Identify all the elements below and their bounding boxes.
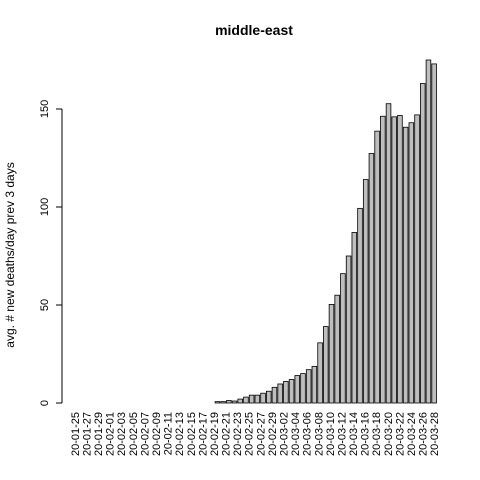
y-axis: 0 50 100 150 — [39, 100, 63, 406]
x-tick-label: 20-01-27 — [81, 412, 93, 456]
bars-group — [214, 59, 437, 404]
x-tick-label: 20-02-07 — [139, 412, 151, 456]
bar-20-03-18 — [374, 130, 380, 404]
x-tick-label: 20-03-08 — [313, 412, 325, 456]
x-tick-label: 20-02-15 — [186, 412, 198, 456]
bar-20-03-09 — [323, 326, 329, 404]
x-tick-label: 20-03-12 — [336, 412, 348, 456]
bar-20-03-01 — [277, 383, 283, 404]
x-tick-label: 20-03-20 — [383, 412, 395, 456]
bar-20-02-24 — [243, 396, 249, 404]
x-tick-label: 20-02-11 — [163, 412, 175, 455]
bar-20-03-02 — [283, 381, 289, 404]
bar-20-02-27 — [260, 392, 266, 404]
x-tick-label: 20-03-28 — [429, 412, 441, 456]
x-tick-label: 20-03-04 — [290, 412, 302, 456]
bar-20-03-06 — [305, 369, 312, 404]
x-tick-label: 20-02-03 — [116, 412, 128, 456]
bar-20-02-23 — [237, 398, 243, 404]
bar-20-03-28 — [431, 63, 437, 404]
x-tick-label: 20-02-09 — [151, 412, 163, 456]
x-tick-label: 20-03-24 — [406, 412, 418, 456]
bar-20-03-19 — [380, 115, 386, 404]
x-tick-label: 20-03-14 — [348, 412, 360, 456]
x-tick-label: 20-02-05 — [128, 412, 140, 456]
bar-20-03-23 — [402, 126, 409, 404]
y-tick-label: 50 — [39, 299, 51, 311]
y-axis-label: avg. # new deaths/day prev 3 days — [3, 162, 17, 347]
bar-20-02-28 — [266, 390, 272, 404]
x-tick-label: 20-02-19 — [209, 412, 221, 456]
bar-20-03-20 — [385, 103, 392, 404]
y-tick-label: 0 — [39, 400, 51, 406]
x-tick-label: 20-02-13 — [174, 412, 186, 456]
x-tick-label: 20-01-29 — [93, 412, 105, 456]
x-tick-label: 20-03-06 — [302, 412, 314, 456]
bar-20-02-26 — [254, 394, 261, 404]
bar-20-03-22 — [397, 115, 403, 404]
x-tick-label: 20-02-23 — [232, 412, 244, 456]
y-tick-label: 150 — [39, 100, 51, 118]
x-tick-label: 20-03-16 — [360, 412, 372, 456]
bar-20-03-12 — [340, 273, 346, 404]
bar-20-03-03 — [288, 379, 295, 404]
bar-20-02-22 — [231, 400, 238, 404]
x-axis: 20-01-25 20-01-27 20-01-29 20-02-01 20-02-03… — [70, 412, 441, 456]
bar-20-02-21 — [226, 400, 232, 404]
bar-20-02-20 — [220, 401, 226, 404]
bar-20-03-26 — [419, 83, 426, 404]
x-tick-label: 20-03-22 — [394, 412, 406, 456]
bar-20-03-16 — [362, 179, 369, 404]
chart-title: middle-east — [215, 22, 293, 38]
x-tick-label: 20-03-26 — [418, 412, 430, 456]
x-tick-label: 20-01-25 — [70, 412, 82, 456]
bar-20-03-17 — [368, 153, 375, 404]
bar-20-03-27 — [425, 59, 432, 404]
bar-20-03-07 — [311, 365, 318, 404]
bar-20-03-14 — [351, 232, 358, 404]
bar-20-02-29 — [271, 386, 278, 404]
bar-20-02-19 — [214, 401, 221, 404]
x-tick-label: 20-02-01 — [105, 412, 117, 456]
bar-20-02-25 — [248, 394, 255, 404]
bar-20-03-10 — [328, 304, 335, 404]
x-tick-label: 20-03-18 — [371, 412, 383, 456]
x-tick-label: 20-02-21 — [221, 412, 233, 456]
x-tick-label: 20-03-10 — [325, 412, 337, 456]
bar-20-03-08 — [317, 342, 323, 404]
x-tick-label: 20-02-25 — [244, 412, 256, 456]
bar-20-03-13 — [345, 255, 352, 404]
x-tick-label: 20-03-02 — [278, 412, 290, 456]
bar-20-03-05 — [300, 373, 306, 404]
x-tick-label: 20-02-17 — [197, 412, 209, 456]
bar-20-03-11 — [334, 294, 340, 404]
bar-20-03-25 — [414, 114, 420, 404]
x-tick-label: 20-02-29 — [267, 412, 279, 456]
bar-20-03-15 — [357, 207, 363, 404]
bar-20-03-04 — [294, 375, 301, 404]
y-tick-label: 100 — [39, 198, 51, 216]
bar-20-03-21 — [391, 116, 397, 404]
x-tick-label: 20-02-27 — [255, 412, 267, 456]
bar-20-03-24 — [408, 122, 415, 404]
